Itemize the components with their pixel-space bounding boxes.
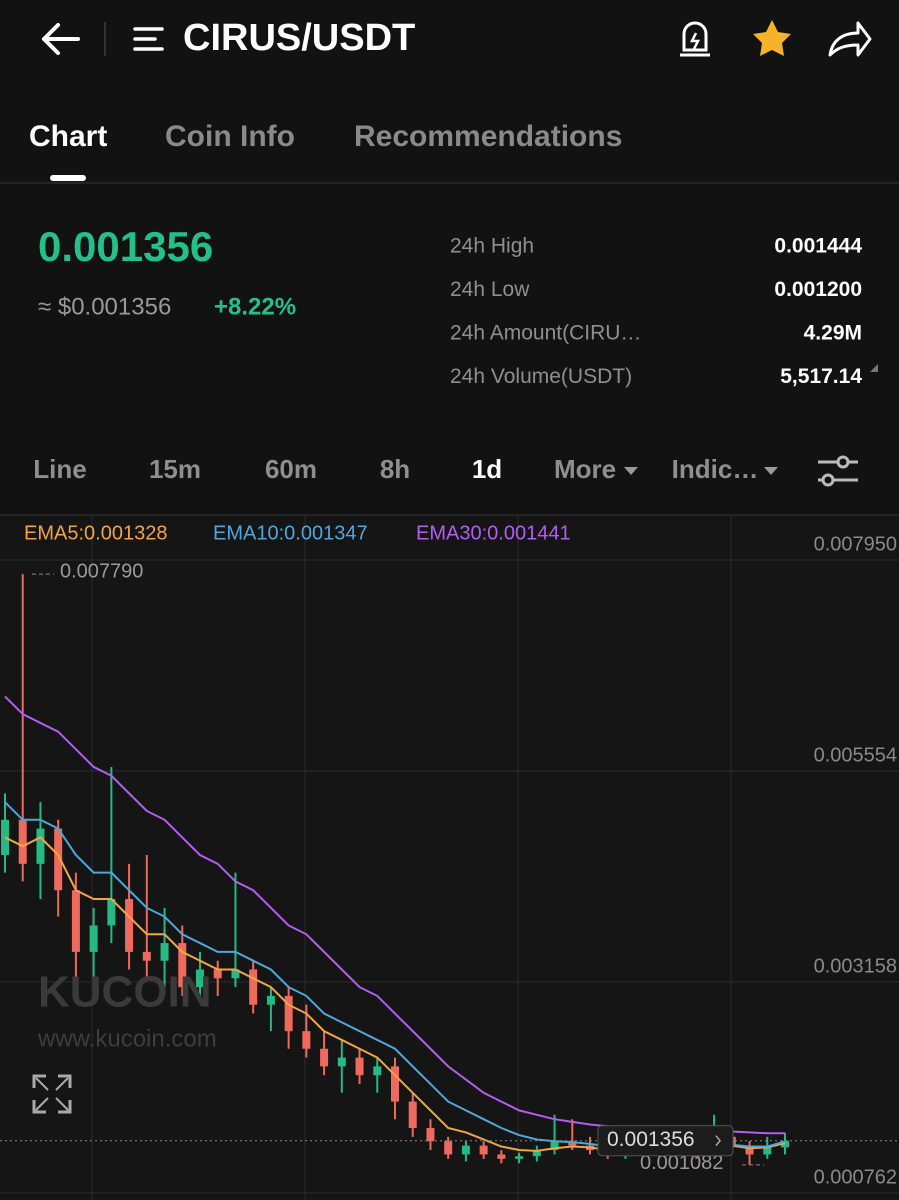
candle-body [550, 1141, 559, 1151]
tab[interactable]: Recommendations [354, 120, 622, 153]
back-button[interactable] [42, 23, 80, 55]
pair-title: CIRUS/USDT [183, 17, 415, 59]
stat-label: 24h Amount(CIRU… [450, 322, 641, 345]
candle-body [461, 1145, 470, 1155]
favorite-star[interactable] [753, 20, 791, 56]
candle-body [444, 1141, 453, 1155]
candle-body [479, 1145, 488, 1155]
interval-button[interactable]: Line [33, 454, 86, 484]
candle-body [266, 995, 275, 1005]
menu-icon[interactable] [133, 27, 164, 51]
candle-body [196, 969, 204, 988]
min-label: 0.001082 [640, 1152, 723, 1174]
stat-label: 24h Low [450, 278, 530, 301]
alert-icon[interactable] [680, 21, 710, 57]
settings-icon[interactable] [818, 455, 858, 487]
interval-button[interactable]: 1d [472, 454, 502, 484]
candle-body [355, 1057, 364, 1076]
candle-body [745, 1145, 754, 1155]
candle-body [320, 1048, 329, 1067]
tab[interactable]: Coin Info [165, 120, 295, 153]
stat-label: 24h Volume(USDT) [450, 365, 632, 388]
candle-body [160, 943, 169, 961]
candle-body [532, 1150, 541, 1157]
candle-body [568, 1141, 577, 1146]
indicator-caret [764, 467, 778, 475]
interval-button[interactable]: More [554, 454, 616, 484]
more-caret [624, 467, 638, 475]
last-price: 0.001356 [38, 223, 213, 270]
candle-body [373, 1066, 382, 1076]
y-tick-label: 0.005554 [814, 744, 897, 766]
candle-body [89, 925, 98, 952]
candle-body [284, 995, 293, 1032]
interval-button[interactable]: 60m [265, 454, 317, 484]
legend-entry: EMA10:0.001347 [213, 522, 368, 544]
candle-body [497, 1154, 506, 1159]
candle-body [142, 951, 151, 961]
legend-entry: EMA30:0.001441 [416, 522, 571, 544]
candle-body [107, 899, 116, 926]
stat-value: 4.29M [804, 322, 862, 345]
share-icon[interactable] [828, 21, 872, 57]
candle-body [249, 969, 258, 1005]
legend-entry: EMA5:0.001328 [24, 522, 167, 544]
fullscreen-icon[interactable] [32, 1074, 72, 1114]
stat-value: 0.001200 [774, 278, 862, 301]
candle-body [178, 943, 187, 988]
candle-body [213, 969, 222, 979]
watermark-brand: KUCOIN [38, 968, 212, 1017]
y-tick-label: 0.000762 [814, 1166, 897, 1188]
y-tick-label: 0.007950 [814, 533, 897, 555]
stat-value: 0.001444 [774, 235, 862, 258]
last-price-box[interactable] [597, 1125, 734, 1157]
stat-label: 24h High [450, 235, 534, 258]
candle-body [408, 1101, 417, 1129]
tab-indicator [50, 175, 86, 181]
last-price-label[interactable]: 0.001356 [607, 1128, 695, 1151]
last-price-chevron [715, 1135, 721, 1147]
candle-body [54, 828, 63, 891]
candle-body [515, 1156, 524, 1159]
y-tick-label: 0.003158 [814, 955, 897, 977]
interval-button[interactable]: 8h [380, 454, 410, 484]
candle-body [763, 1147, 772, 1155]
candle-body [302, 1031, 311, 1049]
fiat-price: ≈ $0.001356 [38, 293, 171, 320]
candle-body [125, 899, 134, 952]
candle-body [391, 1066, 399, 1102]
candle-body [426, 1128, 435, 1142]
candle-body [18, 819, 27, 864]
interval-button[interactable]: 15m [149, 454, 201, 484]
max-label: 0.007790 [60, 560, 143, 582]
candle-body [71, 890, 80, 952]
stat-value: 5,517.14 [780, 365, 862, 388]
expand-triangle [870, 364, 878, 372]
candle-body [36, 828, 45, 864]
change-percent: +8.22% [214, 293, 296, 320]
candle-body [231, 969, 240, 979]
candle-body [337, 1057, 346, 1067]
tab[interactable]: Chart [29, 120, 107, 153]
interval-button[interactable]: Indic… [672, 454, 759, 484]
watermark-url: www.kucoin.com [37, 1025, 217, 1052]
chart-area [0, 516, 899, 1200]
